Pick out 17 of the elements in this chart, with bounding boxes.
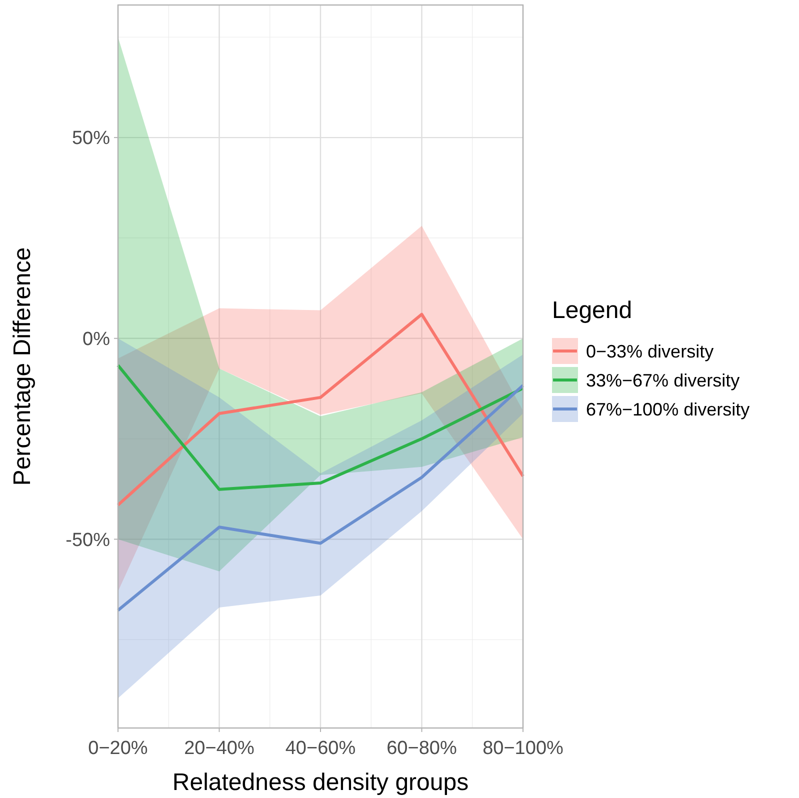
line-series bbox=[116, 364, 524, 491]
y-tick-label: 50% bbox=[72, 128, 110, 150]
x-tick-label: 0−20% bbox=[88, 738, 148, 759]
y-tick-label: -50% bbox=[66, 530, 110, 551]
x-tick-label: 40−60% bbox=[285, 738, 356, 759]
y-tick-label: 0% bbox=[82, 329, 110, 350]
x-axis-title: Relatedness density groups bbox=[172, 769, 469, 796]
legend-title: Legend bbox=[552, 297, 632, 324]
x-tick-label: 60−80% bbox=[386, 738, 457, 759]
line-series bbox=[116, 312, 524, 507]
legend-label: 33%−67% diversity bbox=[586, 370, 740, 390]
line-series bbox=[116, 384, 524, 612]
x-tick-label: 80−100% bbox=[482, 738, 564, 759]
x-tick-label: 20−40% bbox=[184, 738, 254, 759]
legend-label: 67%−100% diversity bbox=[586, 399, 750, 420]
legend-label: 0−33% diversity bbox=[586, 341, 714, 362]
y-axis-title: Percentage Difference bbox=[9, 247, 36, 486]
